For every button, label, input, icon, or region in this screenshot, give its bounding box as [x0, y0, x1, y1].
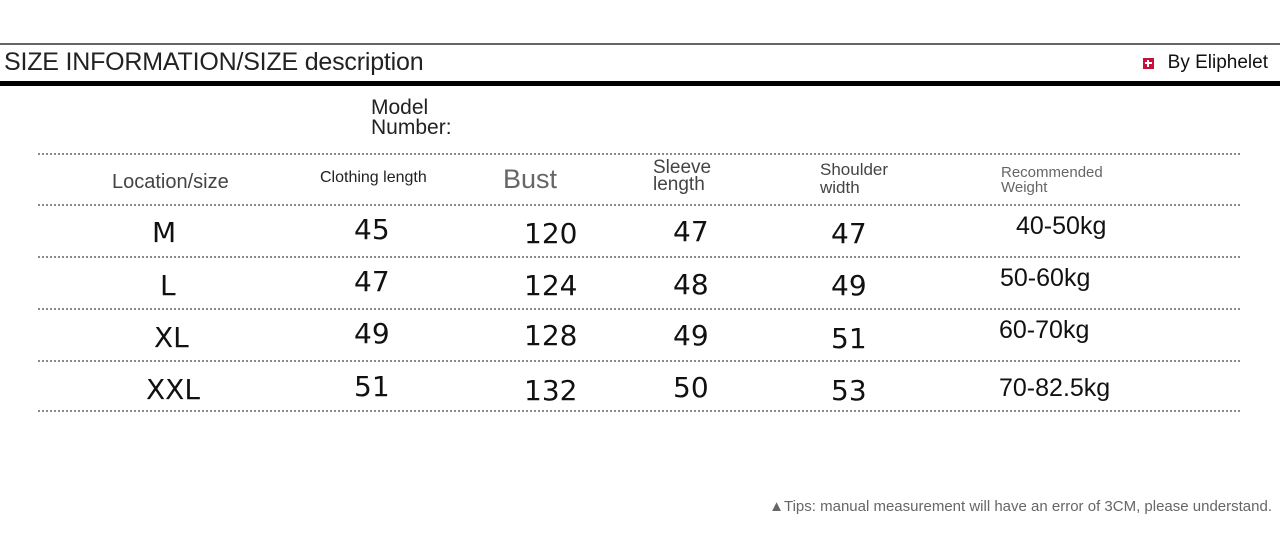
- header-bottom-rule: [0, 81, 1280, 86]
- table-cell-shoulder: 47: [831, 217, 867, 250]
- table-cell-sleeve: 48: [673, 268, 709, 301]
- row-divider: [38, 204, 1240, 206]
- col-header-bust: Bust: [503, 164, 558, 194]
- col-header-shoulder-line1: Shoulder: [820, 160, 889, 179]
- table-cell-sleeve: 49: [673, 319, 709, 352]
- table-top-divider: [38, 153, 1240, 155]
- table-cell-length: 49: [354, 317, 390, 350]
- swiss-flag-icon: [1142, 57, 1154, 69]
- table-cell-sleeve: 47: [673, 215, 709, 248]
- header-top-rule: [0, 43, 1280, 45]
- col-header-sleeve-line1: Sleeve: [653, 157, 712, 178]
- col-header-location: Location/size: [112, 171, 229, 193]
- table-cell-weight: 70-82.5kg: [999, 374, 1111, 402]
- table-cell-sleeve: 50: [673, 371, 709, 404]
- row-divider: [38, 256, 1240, 258]
- col-header-sleeve: Sleeve length: [653, 157, 712, 195]
- table-cell-bust: 124: [524, 269, 578, 302]
- brand: By Eliphelet: [1142, 52, 1268, 74]
- table-cell-size: L: [160, 269, 176, 302]
- col-header-weight-line1: Recommended: [1001, 164, 1103, 181]
- col-header-weight: Recommended Weight: [1001, 165, 1103, 195]
- table-cell-weight: 60-70kg: [999, 316, 1090, 344]
- table-cell-shoulder: 53: [831, 374, 867, 407]
- table-cell-shoulder: 49: [831, 269, 867, 302]
- table-cell-bust: 132: [524, 374, 578, 407]
- row-divider: [38, 308, 1240, 310]
- page-title: SIZE INFORMATION/SIZE description: [4, 48, 424, 76]
- col-header-length: Clothing length: [320, 169, 427, 186]
- col-header-shoulder: Shoulder width: [820, 161, 888, 197]
- table-cell-weight: 40-50kg: [1016, 212, 1107, 240]
- col-header-weight-line2: Weight: [1001, 179, 1048, 196]
- table-cell-length: 47: [354, 265, 390, 298]
- table-cell-bust: 120: [524, 217, 578, 250]
- table-cell-size: M: [152, 216, 177, 249]
- table-bottom-divider: [38, 410, 1240, 412]
- table-cell-shoulder: 51: [831, 322, 867, 355]
- table-cell-length: 51: [354, 370, 390, 403]
- table-cell-size: XXL: [146, 373, 200, 406]
- col-header-shoulder-line2: width: [820, 178, 860, 197]
- model-line-1: Model: [371, 96, 429, 119]
- tips-note: ▲Tips: manual measurement will have an e…: [769, 498, 1272, 515]
- table-cell-length: 45: [354, 213, 390, 246]
- brand-name: By Eliphelet: [1167, 52, 1268, 73]
- table-cell-size: XL: [154, 321, 189, 354]
- col-header-sleeve-line2: length: [653, 174, 705, 195]
- page-header: SIZE INFORMATION/SIZE description By Eli…: [0, 43, 1280, 87]
- table-cell-bust: 128: [524, 319, 578, 352]
- row-divider: [38, 360, 1240, 362]
- model-line-2: Number:: [371, 116, 452, 139]
- model-number-label: Model Number:: [371, 96, 491, 139]
- table-cell-weight: 50-60kg: [1000, 264, 1091, 292]
